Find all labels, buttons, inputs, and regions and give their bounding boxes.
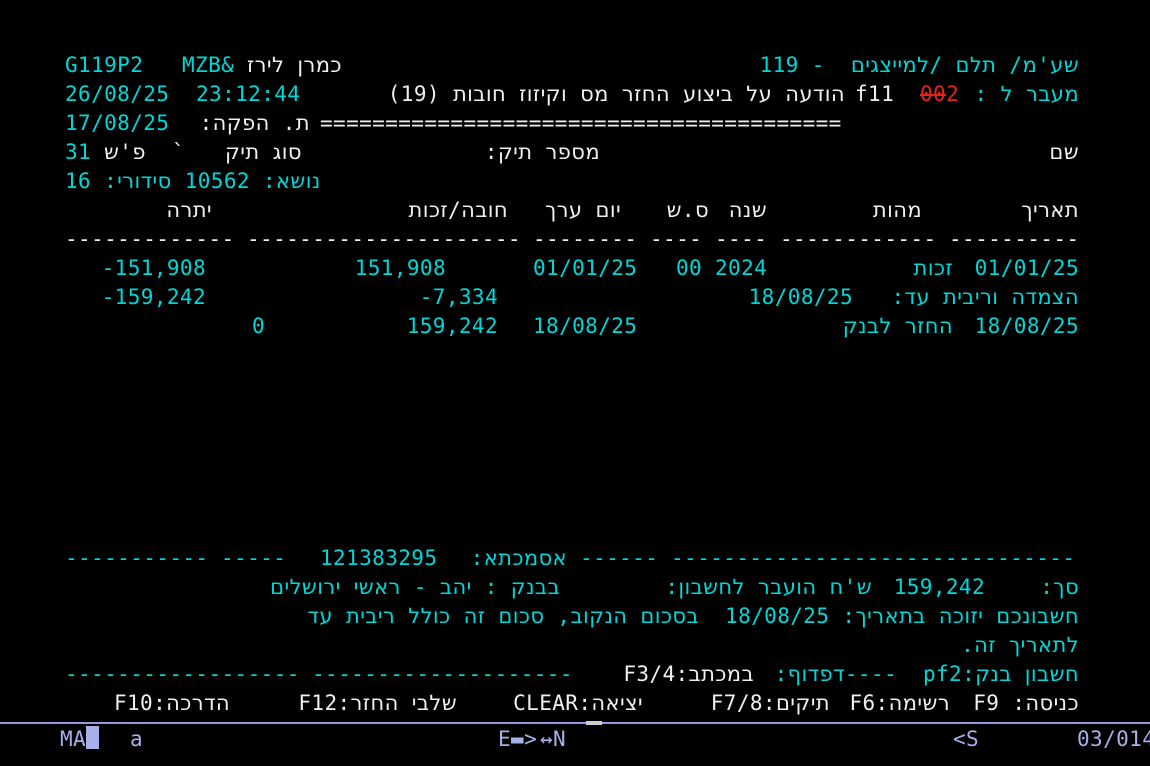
transfer-label: מעבר ל :	[974, 82, 1079, 106]
row2-balance: -159,242	[101, 285, 206, 309]
status-system-indicator: MA	[60, 727, 87, 751]
title-underline: ========================================	[320, 111, 842, 135]
table-separator-value-date: --------	[533, 227, 638, 251]
subject-line: נושא: 10562 סידורי: 16	[65, 169, 321, 193]
row2-nature-date: 18/08/25	[748, 285, 853, 309]
reference-label: אסמכתא:	[470, 546, 567, 570]
col-header-nature: מהות	[872, 198, 922, 222]
fkey-refund-steps[interactable]: שלבי החזר:F12	[298, 691, 457, 715]
reference-dashes-mid: ------	[580, 546, 659, 570]
status-mode-icon: ↔N	[540, 727, 567, 751]
transfer-code-struck: 00	[920, 82, 947, 106]
status-connection-icon: E▬>	[498, 727, 538, 751]
row1-amount: 151,908	[354, 256, 446, 280]
status-input-indicator: a	[130, 727, 144, 751]
col-header-debit-credit: חובה/זכות	[408, 198, 508, 222]
fkeys-dashes1: ------------------	[65, 662, 300, 686]
row3-date: 18/08/25	[974, 314, 1079, 338]
transfer-code: 002	[920, 82, 959, 106]
cursor[interactable]	[86, 726, 99, 749]
fkey-files[interactable]: תיקים:F7/8	[710, 691, 830, 715]
transfer-fkey: f11	[855, 82, 895, 106]
row1-balance: -151,908	[101, 256, 206, 280]
pash-value: 31	[65, 140, 92, 164]
screen-time: 23:12:44	[196, 82, 301, 106]
fkey-list[interactable]: רשימה:F6	[849, 691, 950, 715]
summary-credit-text: חשבונכם יזוכה בתאריך: 18/08/25 בסכום הנק…	[307, 604, 1079, 628]
row2-nature: הצמדה וריבית עד:	[891, 285, 1079, 309]
row1-value-date: 01/01/25	[533, 256, 638, 280]
summary-amount: 159,242	[893, 575, 985, 599]
issue-date: 17/08/25	[65, 111, 170, 135]
message-title: הודעה על ביצוע החזר מס וקיזוז חובות (19)	[387, 82, 845, 106]
tick-mark: `	[172, 140, 186, 164]
system-title: שע'מ/ תלם /למייצגים - 119	[759, 53, 1079, 77]
row1-date: 01/01/25	[974, 256, 1079, 280]
transfer-code-rest: 2	[946, 82, 960, 106]
name-label: שם	[1049, 140, 1079, 164]
user-name: כמרן לירז	[247, 53, 342, 77]
fkey-bank-account[interactable]: חשבון בנק:pf2	[922, 662, 1079, 686]
reference-dashes-left2: -----	[221, 546, 287, 570]
case-number-label: מספר תיק:	[484, 140, 600, 164]
reference-number: 121383295	[320, 546, 438, 570]
summary-total-label: סך:	[1040, 575, 1079, 599]
fkey-paging[interactable]: ----דפדוף:	[774, 662, 897, 686]
col-header-year: שנה	[728, 198, 767, 222]
col-header-date: תאריך	[1021, 198, 1079, 222]
table-separator-debit-credit: ---------------------	[247, 227, 521, 251]
table-separator-ss: ----	[650, 227, 703, 251]
row1-ss: 00	[676, 256, 703, 280]
pash-label: פ'ש	[104, 140, 146, 164]
row1-nature: זכות	[913, 256, 953, 280]
col-header-value-date: יום ערך	[545, 198, 622, 222]
row3-nature: החזר לבנק	[842, 314, 953, 338]
table-separator-date: ----------	[949, 227, 1080, 251]
reference-dashes-right: -------------------------------	[671, 546, 1076, 570]
table-separator-nature: ------------	[780, 227, 937, 251]
col-header-ss: ס.ש	[666, 198, 709, 222]
status-session-indicator: <S	[953, 727, 980, 751]
screen-date: 26/08/25	[65, 82, 170, 106]
fkey-help[interactable]: הדרכה:F10	[113, 691, 230, 715]
issue-date-label: ת. הפקה:	[199, 111, 310, 135]
row2-amount: -7,334	[419, 285, 498, 309]
fkey-enter[interactable]: כניסה: F9	[973, 691, 1079, 715]
row1-year: 2024	[715, 256, 768, 280]
row3-amount: 159,242	[406, 314, 498, 338]
table-separator-year: ----	[715, 227, 768, 251]
summary-transferred-label: ש'ח הועבר לחשבון:	[665, 575, 872, 599]
status-separator-line	[0, 722, 1150, 724]
row3-balance: 0	[252, 314, 266, 338]
status-cursor-position: 03/014	[1077, 727, 1150, 751]
terminal-code: MZB&	[182, 53, 235, 77]
table-separator-balance: -------------	[65, 227, 235, 251]
status-separator-tick	[586, 721, 602, 725]
reference-dashes-left: -----------	[65, 546, 209, 570]
col-header-balance: יתרה	[166, 198, 212, 222]
fkeys-dashes2: --------------------	[312, 662, 573, 686]
program-id: G119P2	[65, 53, 144, 77]
fkey-letter[interactable]: במכתב:F3/4	[623, 662, 754, 686]
summary-bank-text: בבנק : יהב - ראשי ירושלים	[270, 575, 560, 599]
summary-credit-text2: לתאריך זה.	[961, 633, 1079, 657]
row3-value-date: 18/08/25	[533, 314, 638, 338]
fkey-exit[interactable]: יציאה:CLEAR	[513, 691, 643, 715]
case-type-label: סוג תיק	[225, 140, 302, 164]
